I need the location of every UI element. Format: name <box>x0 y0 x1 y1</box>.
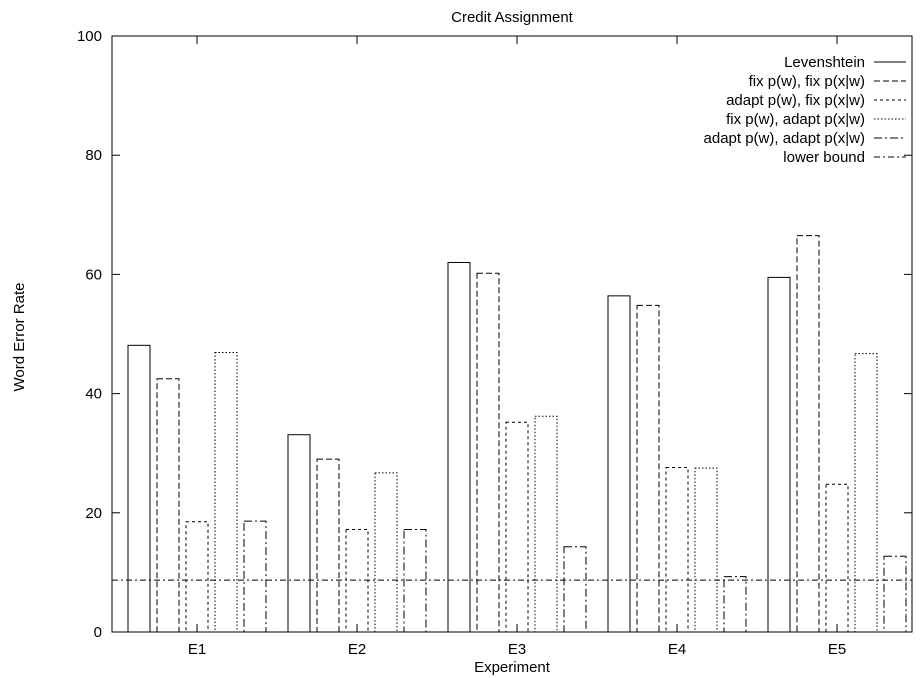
x-axis-label: Experiment <box>474 659 551 676</box>
y-tick-label: 60 <box>85 266 102 283</box>
bar <box>316 458 340 633</box>
y-axis-label: Word Error Rate <box>11 283 28 392</box>
legend-label: fix p(w), fix p(x|w) <box>749 73 865 90</box>
y-tick-label: 40 <box>85 386 102 403</box>
chart-title: Credit Assignment <box>451 9 574 26</box>
bars <box>127 235 907 633</box>
legend: Levenshtein fix p(w), fix p(x|w) adapt p(w… <box>704 54 906 166</box>
x-tick-label: E4 <box>668 641 686 658</box>
bar <box>403 528 427 633</box>
bar <box>287 434 311 633</box>
y-tick-label: 80 <box>85 147 102 164</box>
x-axis-ticks: E1 E2 E3 E4 E5 <box>188 36 846 658</box>
legend-label: lower bound <box>783 149 865 166</box>
legend-label: fix p(w), adapt p(x|w) <box>726 111 865 128</box>
bar <box>243 520 267 633</box>
bar <box>214 351 238 633</box>
legend-label: adapt p(w), adapt p(x|w) <box>704 130 865 147</box>
bar <box>636 304 660 633</box>
bar <box>796 235 820 633</box>
x-tick-label: E5 <box>828 641 846 658</box>
bar <box>534 415 558 633</box>
bar <box>607 295 631 633</box>
bar <box>694 467 718 633</box>
bar <box>883 555 907 633</box>
bar <box>374 472 398 633</box>
bar <box>127 344 151 633</box>
bar <box>505 421 529 633</box>
bar <box>476 272 500 633</box>
y-tick-label: 100 <box>77 28 102 45</box>
x-tick-label: E2 <box>348 641 366 658</box>
x-tick-label: E3 <box>508 641 526 658</box>
bar <box>825 483 849 633</box>
bar <box>447 261 471 633</box>
y-tick-label: 0 <box>94 624 102 641</box>
bar <box>345 528 369 633</box>
y-axis-ticks: 0 20 40 60 80 100 <box>77 28 912 641</box>
x-tick-label: E1 <box>188 641 206 658</box>
legend-label: adapt p(w), fix p(x|w) <box>726 92 865 109</box>
legend-label: Levenshtein <box>784 54 865 71</box>
bar <box>723 576 747 633</box>
bar <box>563 546 587 633</box>
bar <box>185 521 209 633</box>
bar <box>665 467 689 633</box>
bar <box>854 353 878 633</box>
bar <box>156 378 180 633</box>
y-tick-label: 20 <box>85 505 102 522</box>
bar <box>767 276 791 633</box>
